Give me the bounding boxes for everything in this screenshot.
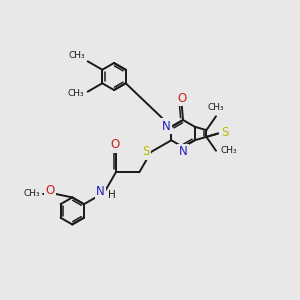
- Text: CH₃: CH₃: [23, 189, 40, 198]
- Text: CH₃: CH₃: [220, 146, 237, 155]
- Text: N: N: [96, 185, 105, 198]
- Text: O: O: [177, 92, 186, 105]
- Text: O: O: [111, 138, 120, 151]
- Text: H: H: [108, 190, 116, 200]
- Text: S: S: [142, 146, 149, 158]
- Text: N: N: [161, 120, 170, 133]
- Text: O: O: [45, 184, 55, 197]
- Text: CH₃: CH₃: [208, 103, 224, 112]
- Text: CH₃: CH₃: [68, 51, 85, 60]
- Text: CH₃: CH₃: [68, 89, 84, 98]
- Text: N: N: [178, 145, 188, 158]
- Text: S: S: [221, 126, 228, 140]
